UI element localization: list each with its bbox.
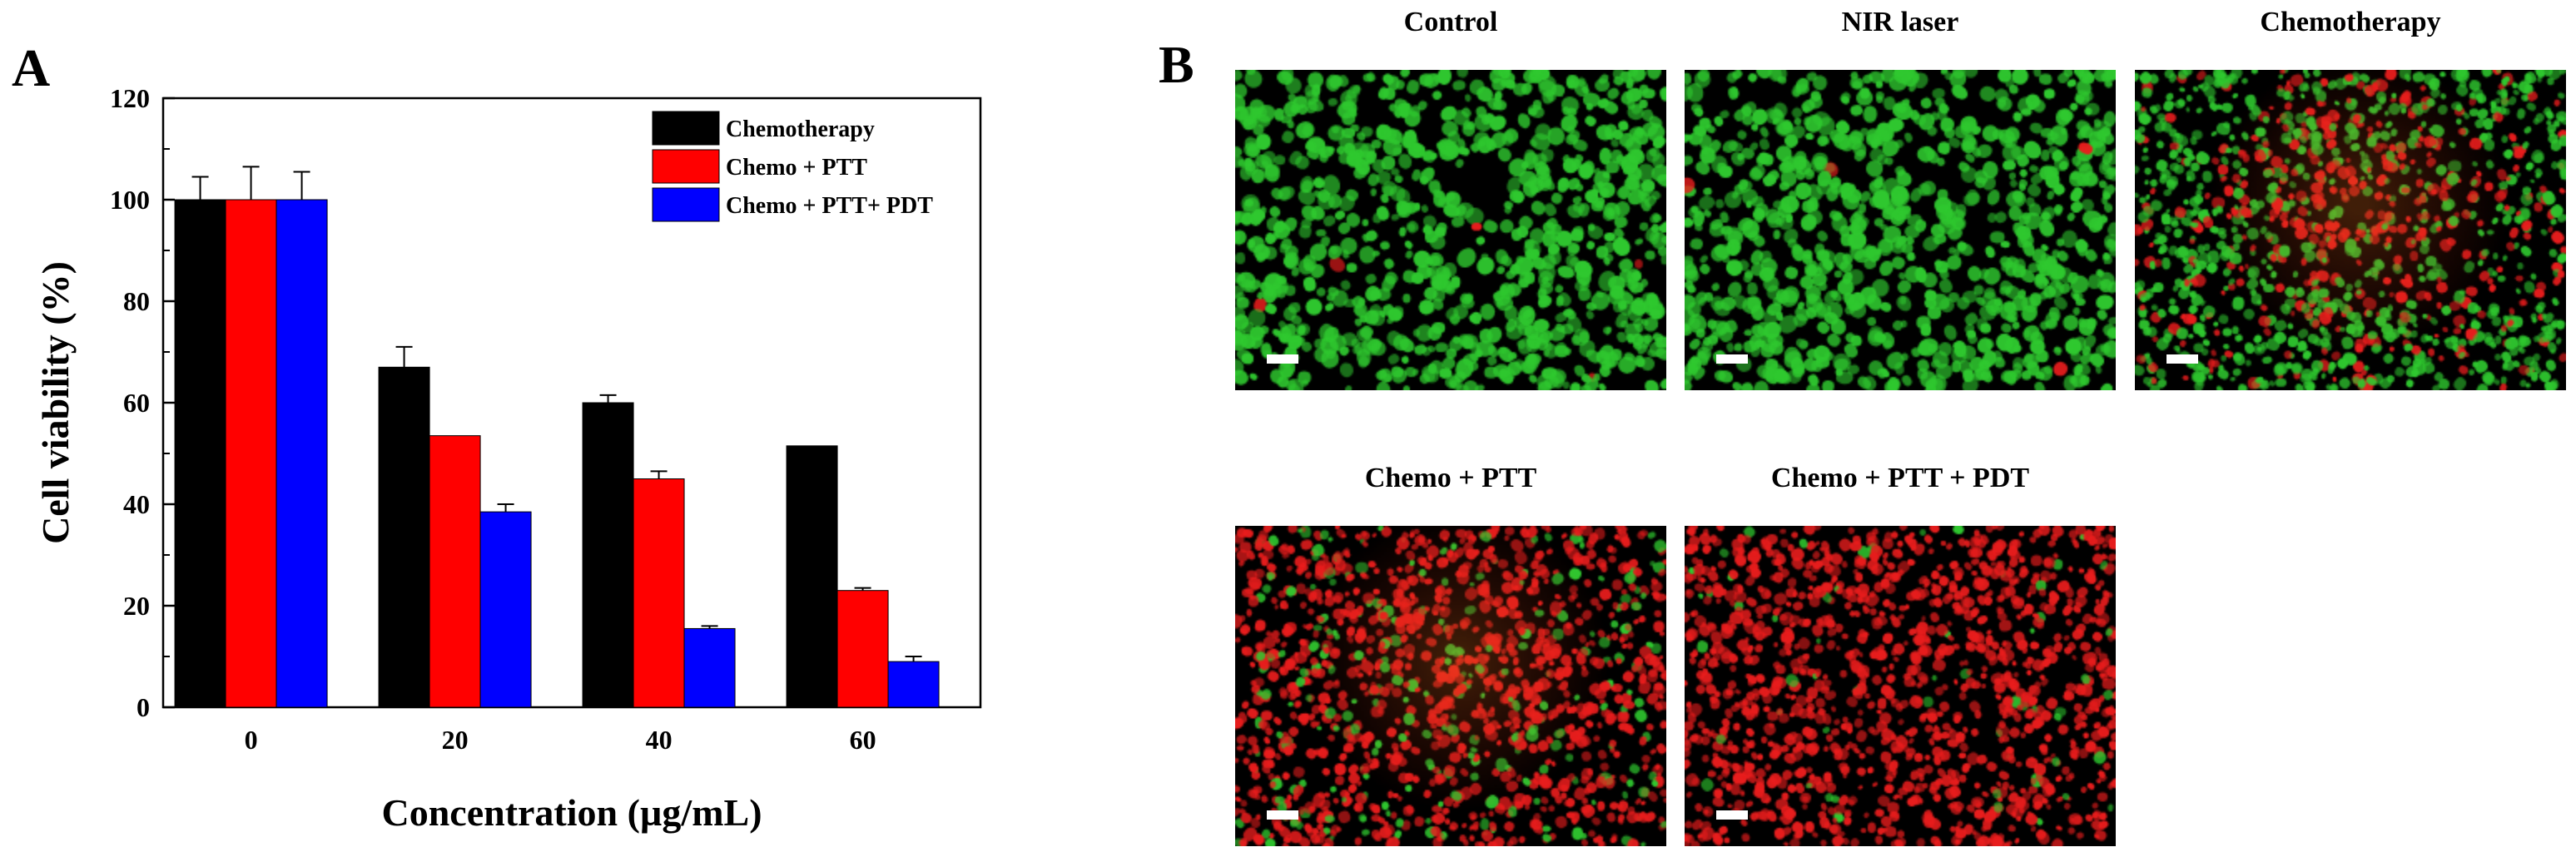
legend-label: Chemo + PTT — [726, 155, 867, 181]
image-title-chemotherapy: Chemotherapy — [2260, 7, 2441, 37]
y-tick-label: 80 — [123, 286, 150, 316]
bar-chemo-ptt-pdt-20 — [479, 511, 532, 708]
y-tick-label: 100 — [110, 185, 150, 215]
y-tick-label: 60 — [123, 388, 150, 418]
micrograph-chemo-ptt-pdt — [1685, 526, 2116, 846]
legend-swatch — [652, 187, 720, 222]
bar-chemo-ptt-pdt-60 — [887, 661, 940, 708]
x-tick-label: 20 — [442, 725, 469, 755]
micrograph-nir-laser — [1685, 70, 2116, 390]
bar-chemo-ptt-60 — [836, 590, 889, 708]
bar-chart: 0 20 40 60 80 100 120 0 20 40 60 Concentration (µg/… — [34, 83, 982, 834]
scale-bar — [1716, 354, 1748, 364]
micrograph-control — [1235, 70, 1666, 390]
x-tick-label: 0 — [245, 725, 258, 755]
x-axis-label: Concentration (µg/mL) — [381, 791, 762, 834]
scale-bar — [2167, 354, 2198, 364]
bar-chemotherapy-60 — [786, 445, 838, 708]
scale-bar — [1267, 810, 1298, 820]
bar-chemotherapy-20 — [378, 366, 430, 708]
bar-chemo-ptt-pdt-0 — [275, 199, 328, 708]
image-title-nir-laser: NIR laser — [1841, 7, 1959, 37]
scale-bar — [1716, 810, 1748, 820]
x-tick-label: 60 — [850, 725, 876, 755]
bar-chemo-ptt-20 — [429, 435, 481, 708]
y-tick-label: 120 — [110, 83, 150, 113]
image-title-chemo-ptt: Chemo + PTT — [1364, 463, 1537, 493]
y-tick-label: 20 — [123, 591, 150, 621]
bar-chemo-ptt-40 — [633, 478, 685, 708]
panel-label-a: A — [12, 38, 51, 97]
panel-label-b: B — [1159, 35, 1194, 94]
y-axis-label: Cell viability (%) — [34, 261, 77, 544]
legend-swatch — [652, 149, 720, 184]
legend-label: Chemo + PTT+ PDT — [726, 193, 933, 219]
legend-swatch — [652, 111, 720, 146]
bar-chemo-ptt-0 — [225, 199, 277, 708]
bar-chemotherapy-0 — [174, 199, 226, 708]
image-title-control: Control — [1403, 7, 1498, 37]
micrograph-chemotherapy — [2135, 70, 2566, 390]
y-tick-label: 40 — [123, 489, 150, 519]
scale-bar — [1267, 354, 1298, 364]
x-tick-label: 40 — [646, 725, 673, 755]
bar-chemo-ptt-pdt-40 — [683, 627, 736, 708]
micrograph-chemo-ptt — [1235, 526, 1666, 846]
bar-chemotherapy-40 — [582, 402, 634, 708]
image-title-chemo-ptt-pdt: Chemo + PTT + PDT — [1770, 463, 2030, 493]
y-tick-label: 0 — [136, 692, 150, 722]
legend-label: Chemotherapy — [726, 116, 875, 142]
